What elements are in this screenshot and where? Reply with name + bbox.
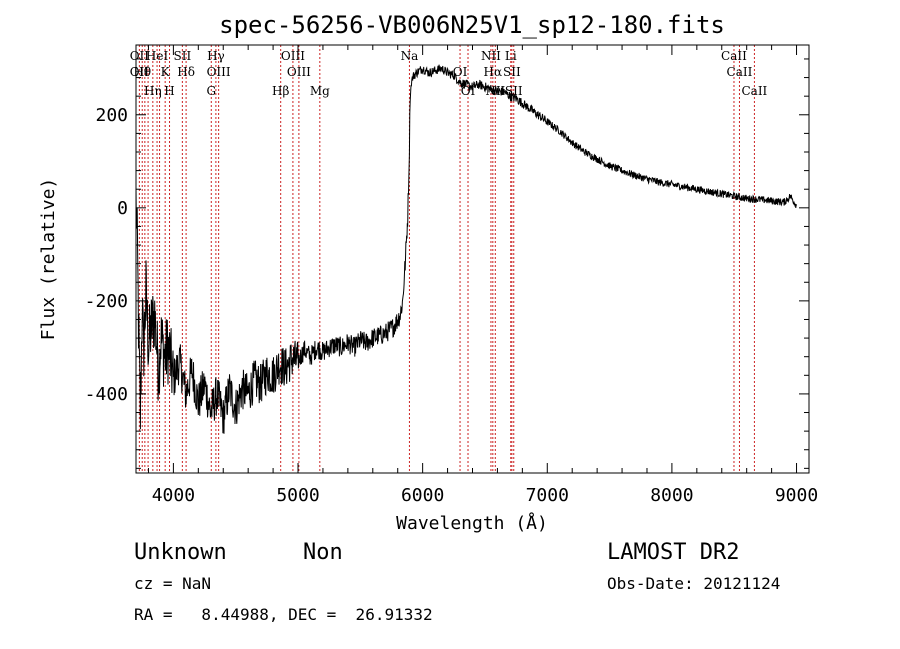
x-tick-label: 5000 xyxy=(276,485,319,506)
spectrum-line-layer xyxy=(135,64,797,434)
x-tick-label: 6000 xyxy=(401,485,444,506)
x-axis: 4000 5000 6000 7000 8000 9000 xyxy=(147,45,818,506)
line-marker-label: OII xyxy=(130,65,150,79)
line-marker-label: Mg xyxy=(310,84,330,98)
line-marker-label: OII xyxy=(130,49,150,63)
line-marker-label: Hα xyxy=(484,65,503,79)
line-marker-label: Hδ xyxy=(177,65,195,79)
line-marker-label: K xyxy=(161,65,171,79)
line-marker-label: Li xyxy=(505,49,517,63)
line-marker-label: Hθ xyxy=(133,65,151,79)
line-marker-label: OI xyxy=(453,65,468,79)
x-tick-label: 7000 xyxy=(526,485,569,506)
y-tick-label: 200 xyxy=(95,105,128,126)
line-marker-label: Hβ xyxy=(272,84,289,98)
object-class: Unknown xyxy=(134,540,227,565)
line-marker-label: Na xyxy=(401,49,419,63)
y-axis: -400 -200 0 200 xyxy=(85,58,809,469)
x-tick-label: 8000 xyxy=(650,485,693,506)
y-tick-label: 0 xyxy=(117,198,128,219)
ra-dec: RA = 8.44988, DEC = 26.91332 xyxy=(134,605,433,624)
x-tick-label: 9000 xyxy=(775,485,818,506)
line-marker-label: CaII xyxy=(721,49,747,63)
line-marker-label: CaII xyxy=(741,84,767,98)
x-axis-label: Wavelength (Å) xyxy=(396,512,548,534)
line-marker-label: OIII xyxy=(287,65,311,79)
observation-date: Obs-Date: 20121124 xyxy=(607,574,780,593)
line-marker-label: NII xyxy=(481,49,501,63)
y-axis-label: Flux (relative) xyxy=(38,178,59,341)
redshift-cz: cz = NaN xyxy=(134,574,211,593)
y-tick-label: -200 xyxy=(85,291,128,312)
line-markers xyxy=(138,45,755,473)
line-marker-label: HeI xyxy=(146,49,169,63)
line-marker-label: SII xyxy=(503,65,521,79)
survey-name: LAMOST DR2 xyxy=(607,540,739,565)
y-tick-label: -400 xyxy=(85,384,128,405)
chart-title: spec-56256-VB006N25V1_sp12-180.fits xyxy=(219,11,725,39)
line-marker-label: SII xyxy=(174,49,192,63)
line-marker-label: Hη xyxy=(144,84,162,98)
line-marker-label: G xyxy=(206,84,216,98)
spectrum-line xyxy=(135,64,797,434)
line-marker-label: OIII xyxy=(207,65,231,79)
line-marker-label: CaII xyxy=(727,65,753,79)
x-tick-label: 4000 xyxy=(152,485,195,506)
line-marker-label: OIII xyxy=(281,49,305,63)
line-marker-label: Hγ xyxy=(207,49,225,63)
object-subclass: Non xyxy=(303,540,343,565)
line-marker-label: H xyxy=(164,84,174,98)
